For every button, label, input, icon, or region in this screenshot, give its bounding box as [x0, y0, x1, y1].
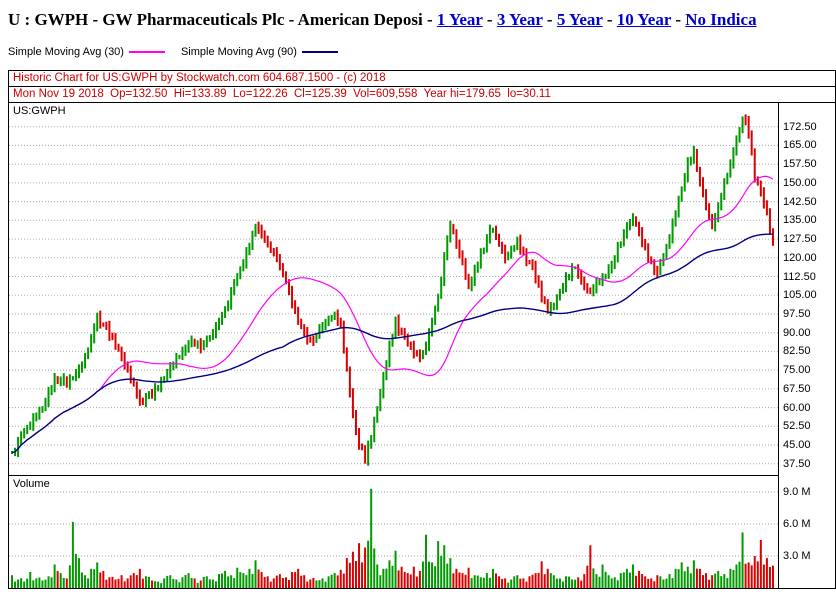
price-tick-label: 172.50: [783, 121, 817, 133]
legend-row: Simple Moving Avg (30) Simple Moving Avg …: [8, 45, 836, 59]
volume-chart-svg: [9, 488, 778, 588]
price-panel-symbol-label: US:GWPH: [13, 105, 66, 117]
volume-tick-label: 6.0 M: [783, 518, 811, 530]
link-separator: -: [482, 10, 497, 29]
price-tick-label: 135.00: [783, 214, 817, 226]
period-link-3-year[interactable]: 3 Year: [496, 10, 543, 29]
price-axis-labels: 172.50 165.00 157.50 150.00 142.50 135.00 127.…: [779, 103, 835, 476]
legend-label: Simple Moving Avg (30): [8, 46, 124, 58]
volume-axis-labels: 9.0 M 6.0 M 3.0 M: [779, 476, 835, 588]
price-panel: US:GWPH: [9, 103, 778, 476]
period-link-5-year[interactable]: 5 Year: [556, 10, 603, 29]
period-link-no-indica[interactable]: No Indica: [685, 10, 757, 29]
price-tick-label: 142.50: [783, 196, 817, 208]
volume-panel-label: Volume: [13, 478, 50, 490]
price-tick-label: 157.50: [783, 158, 817, 170]
period-links: - 1 Year - 3 Year - 5 Year - 10 Year - N…: [423, 10, 757, 29]
price-tick-label: 52.50: [783, 420, 811, 432]
price-tick-label: 105.00: [783, 289, 817, 301]
price-tick-label: 150.00: [783, 177, 817, 189]
period-link-1-year[interactable]: 1 Year: [436, 10, 483, 29]
price-tick-label: 90.00: [783, 327, 811, 339]
axis-column: 172.50 165.00 157.50 150.00 142.50 135.00 127.…: [779, 103, 835, 588]
price-tick-label: 127.50: [783, 233, 817, 245]
link-separator: -: [542, 10, 557, 29]
chart-info-line-1: Historic Chart for US:GWPH by Stockwatch…: [9, 71, 835, 87]
price-tick-label: 97.50: [783, 308, 811, 320]
legend-label: Simple Moving Avg (90): [180, 46, 297, 58]
price-tick-label: 112.50: [783, 271, 816, 283]
link-separator: -: [602, 10, 617, 29]
price-tick-label: 37.50: [783, 458, 811, 470]
link-separator: -: [422, 10, 437, 29]
link-separator: -: [671, 10, 686, 29]
period-link-10-year[interactable]: 10 Year: [616, 10, 672, 29]
price-tick-label: 67.50: [783, 383, 811, 395]
legend-line-sample: [128, 51, 165, 53]
chart-info-line-2: Mon Nov 19 2018 Op=132.50 Hi=133.89 Lo=1…: [9, 87, 835, 103]
price-tick-label: 60.00: [783, 402, 811, 414]
volume-panel: Volume: [9, 476, 778, 588]
chart-body: US:GWPH Volume 172.50 165.00 157.50 150.00 1…: [9, 103, 835, 588]
page-title: U : GWPH - GW Pharmaceuticals Plc - Amer…: [8, 10, 423, 29]
legend-line-sample: [301, 51, 338, 53]
price-chart-svg: [9, 114, 778, 466]
price-tick-label: 82.50: [783, 345, 811, 357]
price-tick-label: 75.00: [783, 364, 811, 376]
chart-title-row: U : GWPH - GW Pharmaceuticals Plc - Amer…: [8, 10, 836, 30]
price-tick-label: 45.00: [783, 439, 811, 451]
plot-column: US:GWPH Volume: [9, 103, 779, 588]
volume-tick-label: 3.0 M: [783, 550, 811, 562]
price-tick-label: 120.00: [783, 252, 817, 264]
chart-frame: Historic Chart for US:GWPH by Stockwatch…: [8, 70, 836, 589]
volume-tick-label: 9.0 M: [783, 486, 811, 498]
price-tick-label: 165.00: [783, 139, 817, 151]
